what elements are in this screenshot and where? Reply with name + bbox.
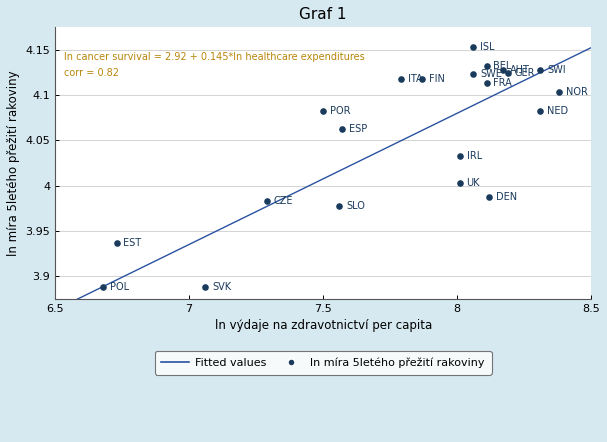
X-axis label: ln výdaje na zdravotnictví per capita: ln výdaje na zdravotnictví per capita <box>214 319 432 332</box>
Text: FIN: FIN <box>429 74 445 84</box>
Text: DEN: DEN <box>496 192 517 202</box>
Point <box>334 203 344 210</box>
Text: NED: NED <box>547 106 568 115</box>
Text: ISL: ISL <box>480 42 495 52</box>
Point <box>498 66 507 73</box>
Point <box>482 80 492 87</box>
Text: GER: GER <box>515 69 535 78</box>
Point <box>98 283 108 290</box>
Text: SWI: SWI <box>547 65 566 75</box>
Text: ln cancer survival = 2.92 + 0.145*ln healthcare expenditures: ln cancer survival = 2.92 + 0.145*ln hea… <box>64 52 365 62</box>
Point <box>112 239 121 246</box>
Point <box>200 283 210 290</box>
Point <box>318 107 328 114</box>
Text: ITA: ITA <box>407 74 422 84</box>
Text: CZE: CZE <box>274 196 293 206</box>
Point <box>469 44 478 51</box>
Text: NOR: NOR <box>566 88 588 97</box>
Point <box>396 75 405 82</box>
Point <box>455 179 465 187</box>
Text: BEL: BEL <box>493 61 512 71</box>
Text: SWE: SWE <box>480 69 502 79</box>
Point <box>503 70 513 77</box>
Y-axis label: ln míra 5letého přežití rakoviny: ln míra 5letého přežití rakoviny <box>7 70 20 256</box>
Point <box>554 89 564 96</box>
Text: ESP: ESP <box>348 124 367 133</box>
Text: SVK: SVK <box>212 282 231 292</box>
Text: POR: POR <box>330 106 350 115</box>
Text: IRL: IRL <box>467 151 482 161</box>
Point <box>469 71 478 78</box>
Text: POL: POL <box>110 282 129 292</box>
Text: FRA: FRA <box>493 78 512 88</box>
Text: AHT: AHT <box>509 65 529 75</box>
Point <box>482 63 492 70</box>
Point <box>262 198 272 205</box>
Point <box>418 75 427 82</box>
Point <box>455 152 465 159</box>
Text: corr = 0.82: corr = 0.82 <box>64 68 120 78</box>
Legend: Fitted values, ln míra 5letého přežití rakoviny: Fitted values, ln míra 5letého přežití r… <box>155 351 492 375</box>
Text: EST: EST <box>123 238 141 248</box>
Title: Graf 1: Graf 1 <box>299 7 347 22</box>
Point <box>535 66 545 73</box>
Text: UK: UK <box>467 178 480 188</box>
Point <box>484 194 494 201</box>
Point <box>337 125 347 132</box>
Point <box>535 107 545 114</box>
Text: SLO: SLO <box>346 202 365 211</box>
